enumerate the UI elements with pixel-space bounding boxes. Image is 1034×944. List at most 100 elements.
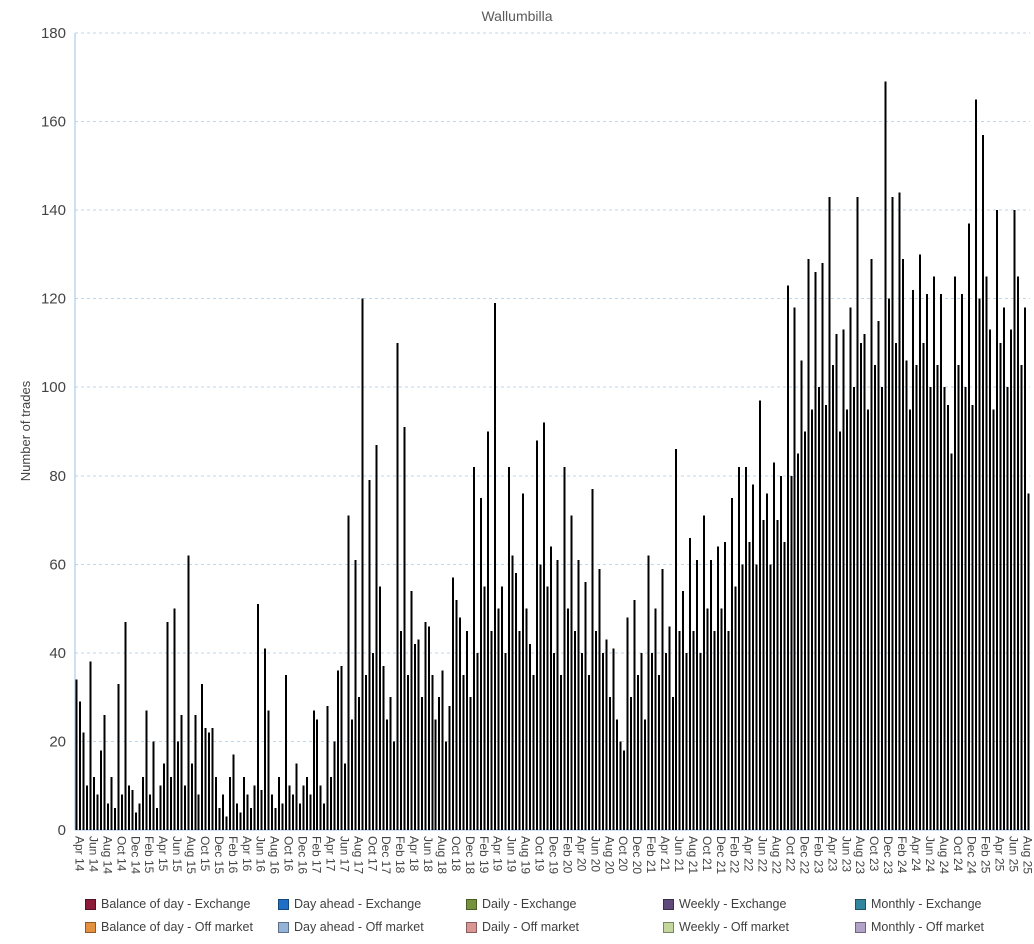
x-tick-label: Dec 22 xyxy=(797,836,811,874)
bar xyxy=(96,794,99,830)
bar xyxy=(155,807,158,830)
bar xyxy=(169,776,172,830)
bar xyxy=(542,422,545,830)
bar xyxy=(260,790,263,830)
bar xyxy=(682,590,685,830)
bar xyxy=(365,675,368,830)
bar xyxy=(926,294,929,830)
y-tick-label: 40 xyxy=(49,645,66,662)
bar xyxy=(689,537,692,830)
bar xyxy=(117,683,120,830)
x-tick-label: Oct 21 xyxy=(700,836,714,872)
bar xyxy=(703,515,706,830)
bar xyxy=(180,714,183,830)
bar xyxy=(448,706,451,830)
bar xyxy=(577,559,580,830)
x-tick-label: Feb 15 xyxy=(142,836,156,874)
x-tick-label: Apr 19 xyxy=(491,836,505,872)
x-tick-label: Aug 19 xyxy=(519,836,533,874)
legend-item: Balance of day - Off market xyxy=(85,920,278,934)
legend-swatch-icon xyxy=(663,898,674,910)
bar xyxy=(476,652,479,830)
y-tick-label: 140 xyxy=(41,202,66,219)
bar xyxy=(100,750,103,830)
bar xyxy=(229,776,232,830)
bar xyxy=(361,298,364,830)
bar xyxy=(483,586,486,830)
bar xyxy=(724,542,727,830)
bar xyxy=(434,719,437,830)
bar xyxy=(162,763,165,830)
bar xyxy=(107,803,110,830)
bar xyxy=(337,670,340,830)
bar xyxy=(870,258,873,830)
bar xyxy=(316,719,319,830)
bar xyxy=(385,719,388,830)
bar xyxy=(176,741,179,830)
x-tick-label: Dec 23 xyxy=(881,836,895,874)
x-tick-label: Jun 16 xyxy=(254,836,268,872)
x-tick-label: Apr 24 xyxy=(909,836,923,872)
legend-item: Weekly - Off market xyxy=(663,920,855,934)
bar xyxy=(898,192,901,830)
x-tick-label: Oct 19 xyxy=(533,836,547,872)
bar xyxy=(786,285,789,830)
bar xyxy=(943,387,946,830)
bar xyxy=(256,604,259,830)
bar xyxy=(1023,307,1026,830)
legend-item-label: Monthly - Off market xyxy=(871,920,984,934)
bar xyxy=(173,608,176,830)
bar xyxy=(992,409,995,830)
bar xyxy=(776,520,779,830)
legend-swatch-icon xyxy=(855,921,866,933)
bar xyxy=(964,387,967,830)
x-tick-label: Aug 18 xyxy=(435,836,449,874)
bar xyxy=(333,741,336,830)
bar xyxy=(236,803,239,830)
bar xyxy=(758,400,761,830)
x-tick-label: Oct 23 xyxy=(867,836,881,872)
bar xyxy=(159,785,162,830)
x-tick-label: Dec 14 xyxy=(128,836,142,874)
bar xyxy=(877,320,880,830)
bar xyxy=(696,559,699,830)
y-tick-label: 80 xyxy=(49,468,66,485)
bar xyxy=(232,754,235,830)
legend-item: Daily - Exchange xyxy=(466,897,663,911)
bar xyxy=(1006,387,1009,830)
legend-item: Weekly - Exchange xyxy=(663,897,855,911)
bar xyxy=(89,661,92,830)
x-tick-label: Feb 18 xyxy=(393,836,407,874)
bar xyxy=(919,254,922,830)
x-tick-label: Jun 21 xyxy=(672,836,686,872)
bar xyxy=(731,497,733,830)
bar xyxy=(500,586,503,830)
x-tick-label: Oct 14 xyxy=(114,836,128,872)
x-tick-label: Jun 14 xyxy=(86,836,100,872)
x-tick-label: Aug 25 xyxy=(1021,836,1034,874)
x-tick-label: Oct 17 xyxy=(365,836,379,872)
x-tick-label: Dec 16 xyxy=(296,836,310,874)
legend-item-label: Daily - Exchange xyxy=(482,897,577,911)
bar xyxy=(455,599,458,830)
x-tick-label: Jun 18 xyxy=(421,836,435,872)
x-tick-label: Aug 16 xyxy=(268,836,282,874)
bar xyxy=(995,210,998,831)
bar xyxy=(922,342,925,830)
bar xyxy=(588,675,591,830)
bar xyxy=(141,776,144,830)
x-tick-label: Apr 21 xyxy=(658,836,672,872)
bar xyxy=(250,807,253,830)
bar xyxy=(79,701,82,830)
bar xyxy=(93,776,96,830)
bar xyxy=(821,263,824,830)
bar xyxy=(295,763,298,830)
bar xyxy=(615,719,618,830)
x-tick-label: Dec 19 xyxy=(547,836,561,874)
bar xyxy=(668,626,671,830)
bar xyxy=(378,586,381,830)
bar xyxy=(351,719,354,830)
bar xyxy=(748,542,751,830)
x-tick-label: Apr 18 xyxy=(407,836,421,872)
bar xyxy=(323,803,326,830)
